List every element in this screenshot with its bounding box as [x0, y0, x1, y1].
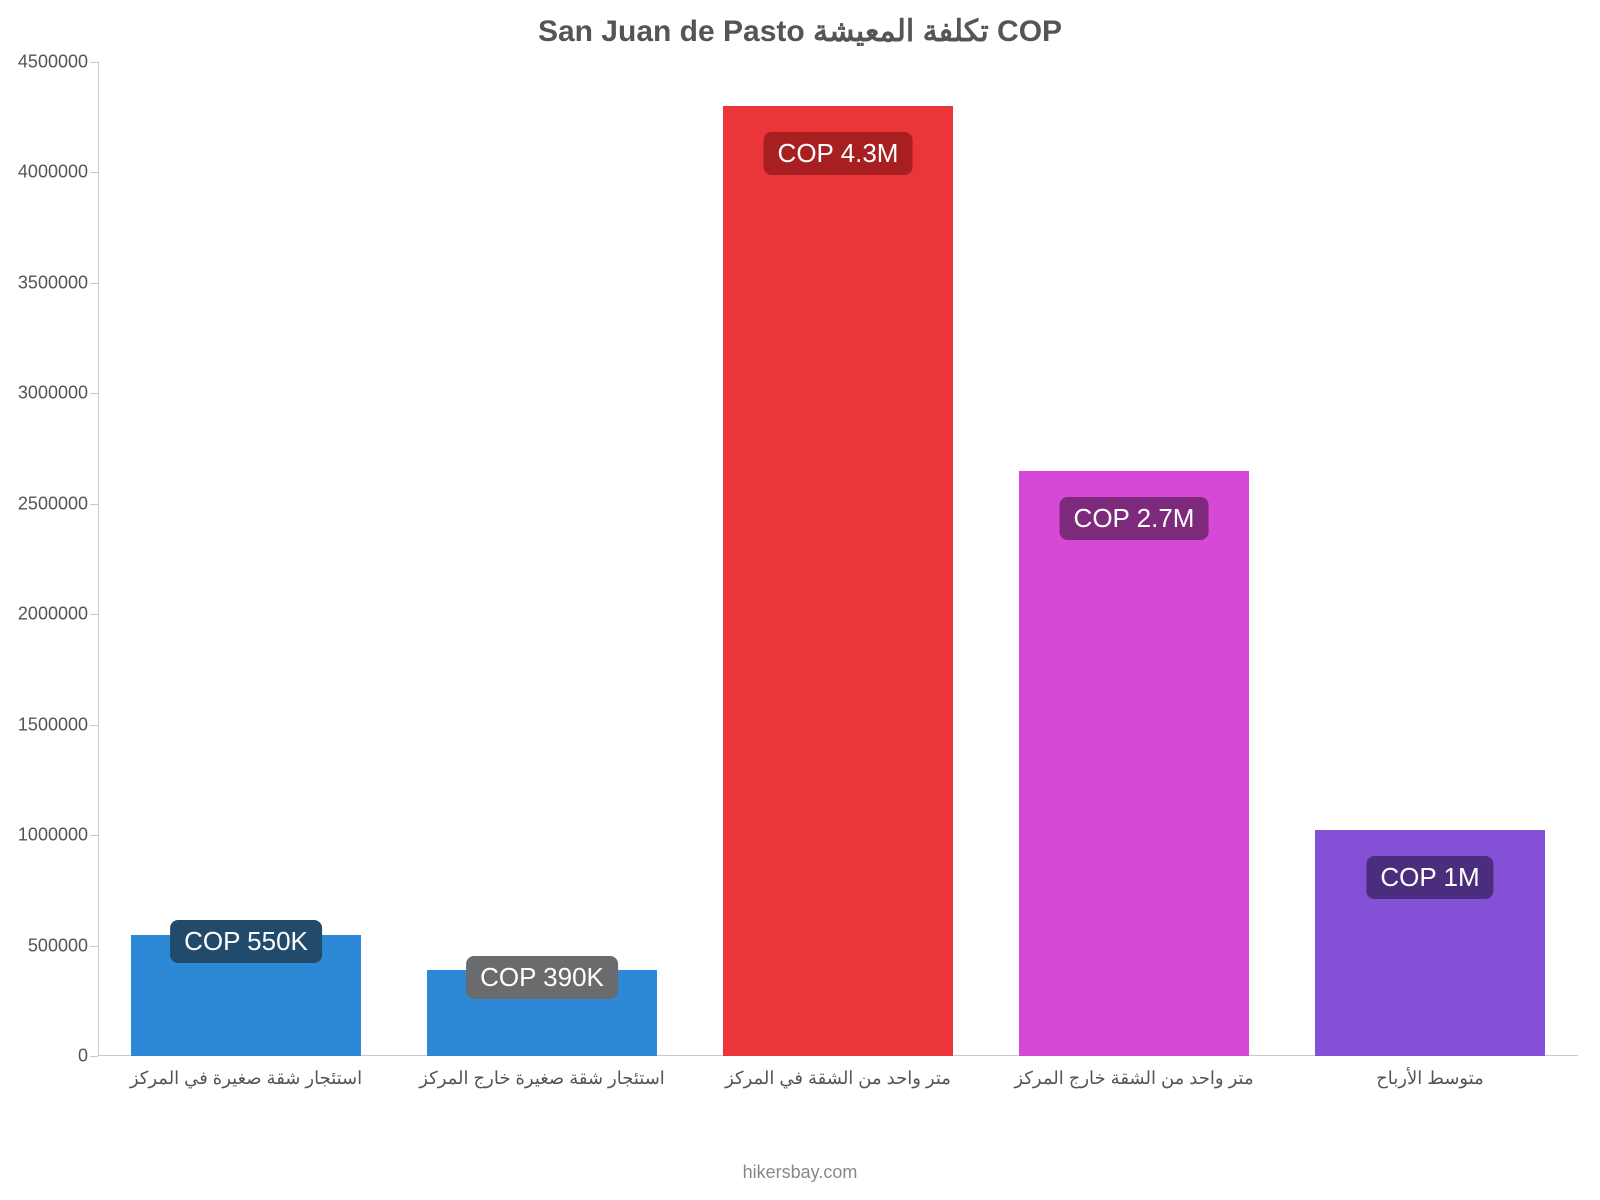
y-axis-line [98, 62, 99, 1056]
y-tick-label: 1500000 [18, 714, 98, 735]
x-category-label: متر واحد من الشقة خارج المركز [1014, 1056, 1253, 1089]
y-tick-label: 500000 [28, 935, 98, 956]
y-tick-label: 3000000 [18, 383, 98, 404]
y-tick-label: 3500000 [18, 272, 98, 293]
y-tick-label: 4500000 [18, 52, 98, 73]
value-badge: COP 390K [466, 956, 618, 999]
attribution-text: hikersbay.com [0, 1162, 1600, 1183]
value-badge: COP 550K [170, 920, 322, 963]
y-tick-label: 2500000 [18, 493, 98, 514]
x-category-label: متر واحد من الشقة في المركز [725, 1056, 951, 1089]
bar [1019, 471, 1250, 1056]
bar [723, 106, 954, 1056]
y-tick-label: 2000000 [18, 604, 98, 625]
y-tick-label: 1000000 [18, 825, 98, 846]
value-badge: COP 4.3M [764, 132, 913, 175]
value-badge: COP 1M [1366, 856, 1493, 899]
x-category-label: متوسط الأرباح [1376, 1056, 1484, 1089]
y-tick-label: 4000000 [18, 162, 98, 183]
plot-area: 0500000100000015000002000000250000030000… [98, 62, 1578, 1056]
value-badge: COP 2.7M [1060, 497, 1209, 540]
cost-of-living-chart: San Juan de Pasto تكلفة المعيشة COP 0500… [0, 0, 1600, 1200]
chart-title: San Juan de Pasto تكلفة المعيشة COP [0, 14, 1600, 49]
x-category-label: استئجار شقة صغيرة خارج المركز [419, 1056, 665, 1089]
y-tick-label: 0 [78, 1046, 98, 1067]
x-category-label: استئجار شقة صغيرة في المركز [130, 1056, 362, 1089]
